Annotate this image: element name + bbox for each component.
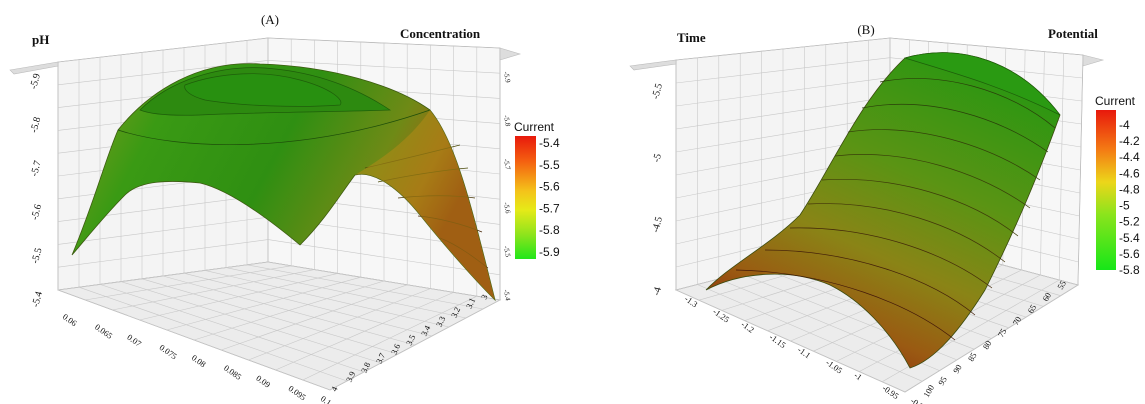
panel-b-x-axis-label: Time — [677, 30, 706, 45]
panel-a-y-tick-label: 3.6 — [389, 342, 403, 356]
panel-b-colorbar-tick-label: -4.8 — [1119, 182, 1140, 196]
grid-line — [1077, 54, 1084, 286]
grid-line — [302, 295, 477, 381]
grid-line — [248, 288, 431, 361]
panel-b-y-tick-label: 90 — [951, 363, 964, 375]
panel-a-surface — [71, 63, 496, 302]
panel-a-x-tick-label: 0.085 — [222, 363, 243, 382]
panel-b-colorbar: Current -4 -4.2 -4.4 -4.6 -4.8 -5 -5.2 -5.4 -5.6… — [1095, 94, 1140, 277]
panel-a-colorbar-tick-label: -5.9 — [539, 245, 560, 259]
panel-a-y-tick-label: 3.3 — [434, 315, 448, 329]
panel-b-colorbar-tick-label: -5 — [1119, 199, 1130, 213]
panel-a-x-tick-label: 0.08 — [190, 352, 208, 369]
panel-a-x-tick-label: 0.095 — [287, 383, 308, 402]
panel-b-colorbar-tick-label: -4.4 — [1119, 150, 1140, 164]
panel-b-x-tick-label: -1 — [852, 370, 864, 382]
panel-b-colorbar-tick-label: -4.6 — [1119, 166, 1140, 180]
panel-b-colorbar-scale — [1096, 110, 1116, 270]
panel-b-colorbar-tick-label: -5.8 — [1119, 263, 1140, 277]
panel-b-colorbar-ticks: -4 -4.2 -4.4 -4.6 -4.8 -5 -5.2 -5.4 -5.6 -5.8 — [1119, 118, 1140, 277]
panel-a-x-tick-label: 0.07 — [125, 332, 143, 349]
panel-b-z-tick-label: -4.5 — [650, 216, 665, 234]
panel-b-colorbar-tick-label: -4.2 — [1119, 134, 1140, 148]
panel-a-x-tick-label: 0.06 — [61, 311, 79, 328]
panel-a-y-tick-label: 3.9 — [344, 370, 358, 384]
panel-a-y-tick-label: 3 — [479, 293, 490, 301]
panel-b-z-tick-label: -5 — [651, 153, 664, 164]
panel-a-right-tick-label: -5.8 — [502, 115, 512, 128]
panel-b-z-ticks: -4 -4.5 -5 -5.5 — [650, 82, 665, 297]
grid-line — [183, 272, 433, 337]
grid-line — [267, 239, 501, 276]
panel-a-z-tick-label: -5.8 — [29, 116, 44, 134]
panel-a-colorbar-tick-label: -5.4 — [539, 136, 560, 150]
panel-a-y-tick-label: 3.2 — [449, 305, 463, 319]
panel-a-y-tick-label: 3.7 — [374, 351, 388, 365]
panel-b-z-tick-label: -4 — [651, 286, 664, 297]
panel-b-colorbar-title: Current — [1095, 94, 1136, 108]
grid-line — [193, 280, 385, 341]
grid-line — [225, 267, 467, 319]
panel-b-colorbar-tick-label: -5.2 — [1119, 215, 1140, 229]
panel-b-y-tick-label: 100 — [921, 383, 936, 399]
panel-a-colorbar-tick-label: -5.8 — [539, 223, 560, 237]
panel-a-y-tick-label: 3.4 — [419, 323, 433, 338]
panel-a-colorbar: Current -5.4 -5.5 -5.6 -5.7 -5.8 -5.9 — [514, 120, 560, 259]
grid-line — [1040, 51, 1045, 276]
panel-a-z-tick-label: -5.9 — [28, 72, 43, 90]
panel-b-z-tick-label: -5.5 — [650, 82, 665, 100]
panel-b-y-axis-label: Potential — [1048, 26, 1098, 41]
grid-line — [267, 261, 501, 301]
panel-a-colorbar-tick-label: -5.5 — [539, 158, 560, 172]
panel-a-right-tick-label: -5.9 — [502, 71, 512, 84]
grid-line — [329, 299, 501, 391]
panel-a-colorbar-tick-label: -5.7 — [539, 201, 560, 215]
panel-a-y-tick-label: 3.5 — [404, 333, 418, 347]
grid-line — [246, 264, 484, 310]
panel-a-x-tick-label: 0.1 — [319, 393, 333, 404]
panel-a-z-axis-label: pH — [32, 32, 49, 47]
panel-a-z-tick-label: -5.5 — [30, 247, 45, 265]
panel-b: (B) Time Potential -4-4.5-5-5.5 -1.3-1.2… — [629, 22, 1140, 404]
panel-a-colorbar-title: Current — [514, 120, 555, 134]
panel-b-surface — [705, 52, 1061, 369]
panel-a-right-tick-label: -5.6 — [502, 202, 512, 215]
panel-a-y-tick-label: 3.8 — [359, 361, 373, 375]
panel-b-colorbar-tick-label: -5.4 — [1119, 231, 1140, 245]
grid-line — [57, 239, 269, 268]
panel-a-y-axis-label: Concentration — [400, 26, 481, 41]
panel-a-x-tick-label: 0.09 — [254, 373, 272, 390]
panel-a: (A) pH Concentration -5.4-5.5-5.6-5.7-5.… — [9, 12, 560, 404]
grid-line — [904, 284, 1079, 393]
panel-b-colorbar-tick-label: -4 — [1119, 118, 1130, 132]
panel-a-y-tick-label: 4 — [329, 384, 340, 393]
grid-line — [221, 284, 408, 351]
panel-a-z-ticks: -5.4 -5.5 -5.6 -5.7 -5.8 -5.9 — [28, 72, 45, 308]
panel-a-y-ticks: 33.13.23.33.43.53.63.73.83.9 4 — [329, 293, 490, 393]
panel-a-right-tick-label: -5.7 — [502, 158, 512, 171]
panel-a-z-tick-label: -5.7 — [29, 159, 44, 177]
panel-b-colorbar-tick-label: -5.6 — [1119, 247, 1140, 261]
panel-a-colorbar-scale — [515, 136, 536, 259]
panel-b-y-tick-label: 95 — [936, 375, 949, 387]
panel-a-right-tick-label: -5.5 — [502, 245, 512, 258]
panel-a-right-ticks: -5.4 -5.5 -5.6 -5.7 -5.8 -5.9 — [502, 71, 512, 302]
panel-a-x-tick-label: 0.065 — [93, 322, 114, 341]
panel-b-x-tick-label: -0.9 — [909, 395, 926, 404]
panel-a-colorbar-ticks: -5.4 -5.5 -5.6 -5.7 -5.8 -5.9 — [539, 136, 560, 259]
panel-a-title: (A) — [261, 12, 279, 27]
grid-line — [57, 261, 269, 291]
grid-line — [1058, 53, 1064, 281]
grid-line — [275, 292, 454, 371]
grid-line — [57, 216, 269, 245]
panel-a-right-tick-label: -5.4 — [502, 289, 512, 302]
panel-a-colorbar-tick-label: -5.6 — [539, 180, 560, 194]
panel-a-z-tick-label: -5.4 — [30, 290, 45, 308]
panel-a-y-tick-label: 3.1 — [464, 296, 478, 310]
grid-line — [204, 270, 450, 328]
panel-b-title: (B) — [857, 22, 874, 37]
panel-a-z-tick-label: -5.6 — [29, 203, 44, 221]
panel-a-x-tick-label: 0.075 — [158, 342, 179, 361]
